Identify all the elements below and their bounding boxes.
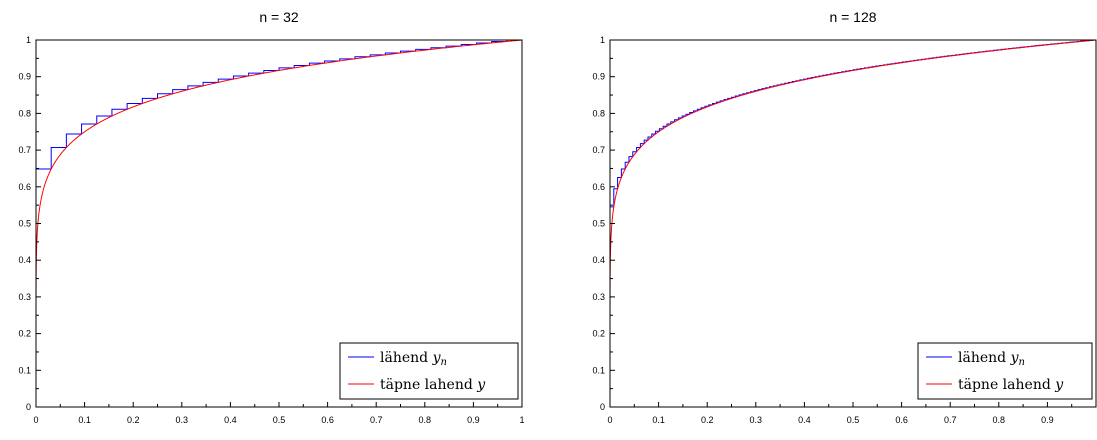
chart-1: n = 32 0 0.1 0.2 0.3 0.4 0.5 0.6 0.7 0.8 0.9 1 0 0.1 0… — [18, 9, 524, 425]
series-exact-line — [36, 40, 522, 407]
x-tick-label: 0.1 — [652, 415, 665, 425]
x-tick-label: 0.2 — [701, 415, 714, 425]
y-tick-label: 0.2 — [18, 329, 31, 339]
x-tick-label: 0.8 — [993, 415, 1006, 425]
y-tick-label: 0 — [26, 402, 31, 412]
y-tick-label: 0.7 — [592, 145, 605, 155]
y-tick-label: 0.4 — [18, 255, 31, 265]
y-tick-label: 0 — [600, 402, 605, 412]
x-tick-label: 0.3 — [750, 415, 763, 425]
x-tick-label: 0.7 — [370, 415, 383, 425]
y-tick-label: 0.1 — [592, 365, 605, 375]
x-tick-label: 0 — [607, 415, 612, 425]
y-tick-label: 0.1 — [18, 365, 31, 375]
x-tick-label: 0.2 — [127, 415, 140, 425]
legend-box — [339, 342, 519, 400]
legend-label: lähend yn — [380, 350, 447, 368]
x-tick-label: 0.3 — [176, 415, 189, 425]
x-tick-label: 0.4 — [798, 415, 811, 425]
x-tick-label: 0.7 — [944, 415, 957, 425]
y-tick-label: 0.5 — [592, 219, 605, 229]
legend-label: täpne lahend y — [958, 377, 1064, 393]
y-tick-label: 0.2 — [592, 329, 605, 339]
y-tick-label: 0.4 — [592, 255, 605, 265]
x-tick-label: 0.6 — [895, 415, 908, 425]
y-tick-label: 0.9 — [592, 72, 605, 82]
y-tick-label: 0.7 — [18, 145, 31, 155]
legend-box — [917, 342, 1093, 400]
y-tick-label: 0.3 — [592, 292, 605, 302]
x-tick-label: 0.1 — [78, 415, 91, 425]
y-tick-label: 0.6 — [18, 182, 31, 192]
x-tick-label: 0.9 — [1041, 415, 1054, 425]
y-tick-label: 0.8 — [592, 108, 605, 118]
legend-label: täpne lahend y — [380, 377, 486, 393]
x-tick-label: 0 — [33, 415, 38, 425]
chart-2: n = 128 0 0.1 0.2 0.3 0.4 0.5 0.6 0.7 0.8 0.9 0 0.1 0… — [592, 9, 1097, 425]
series-exact-line — [610, 40, 1096, 407]
y-tick-label: 1 — [600, 35, 605, 45]
legend: lähend yn täpne lahend y — [917, 342, 1093, 400]
y-tick-label: 1 — [26, 35, 31, 45]
y-tick-label: 0.6 — [592, 182, 605, 192]
x-tick-label: 1 — [519, 415, 524, 425]
legend: lähend yn täpne lahend y — [339, 342, 519, 400]
y-tick-label: 0.8 — [18, 108, 31, 118]
x-tick-label: 0.9 — [467, 415, 480, 425]
x-tick-label: 0.8 — [419, 415, 432, 425]
y-tick-label: 0.5 — [18, 219, 31, 229]
x-tick-label: 0.5 — [273, 415, 286, 425]
chart-title: n = 128 — [829, 9, 876, 25]
x-tick-label: 0.5 — [847, 415, 860, 425]
x-tick-label: 0.4 — [224, 415, 237, 425]
x-tick-label: 0.6 — [321, 415, 334, 425]
y-tick-label: 0.9 — [18, 72, 31, 82]
legend-label: lähend yn — [958, 350, 1025, 368]
chart-title: n = 32 — [259, 9, 299, 25]
y-tick-label: 0.3 — [18, 292, 31, 302]
